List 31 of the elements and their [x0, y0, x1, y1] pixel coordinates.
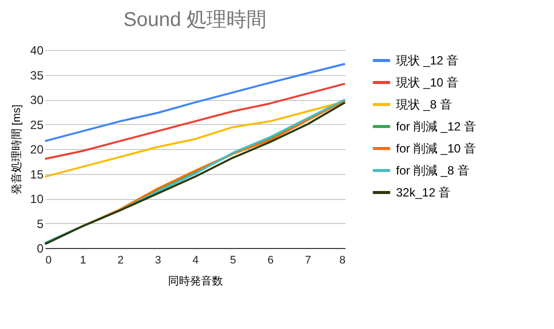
- y-tick-label: 25: [30, 118, 44, 132]
- x-axis-title: 同時発音数: [168, 274, 223, 288]
- chart-title: Sound 処理時間: [123, 9, 267, 31]
- y-tick-label: 15: [30, 167, 44, 182]
- y-tick-label: 0: [36, 242, 44, 256]
- x-tick-label: 7: [304, 254, 312, 266]
- legend-label: 現状 _12 音: [396, 54, 459, 68]
- legend-label: 現状 _10 音: [396, 76, 459, 90]
- y-tick-label: 30: [30, 93, 44, 107]
- legend-label: for 削減 _12 音: [396, 120, 476, 134]
- legend-label: 現状 _8 音: [396, 98, 452, 112]
- x-tick-label: 1: [80, 254, 86, 266]
- x-tick-label: 0: [46, 254, 52, 266]
- y-tick-label: 20: [30, 142, 44, 156]
- y-axis-title: 発音処理時間 [ms]: [10, 104, 24, 194]
- y-tick-label: 35: [30, 68, 44, 82]
- x-tick-label: 3: [154, 254, 162, 266]
- line-series: [44, 62, 346, 142]
- y-tick-label: 40: [30, 44, 44, 58]
- line-series: [44, 82, 346, 160]
- y-tick-label: 5: [36, 216, 44, 231]
- legend-label: for 削減 _10 音: [396, 142, 476, 156]
- legend-label: for 削減 _8 音: [396, 164, 470, 178]
- legend-label: 32k_12 音: [396, 186, 451, 200]
- line-series: [44, 100, 346, 178]
- x-tick-label: 4: [192, 254, 199, 266]
- x-tick-label: 5: [230, 254, 236, 266]
- x-tick-label: 2: [117, 254, 124, 266]
- x-tick-label: 8: [339, 254, 346, 266]
- x-tick-label: 6: [267, 254, 274, 266]
- y-tick-label: 10: [30, 192, 44, 206]
